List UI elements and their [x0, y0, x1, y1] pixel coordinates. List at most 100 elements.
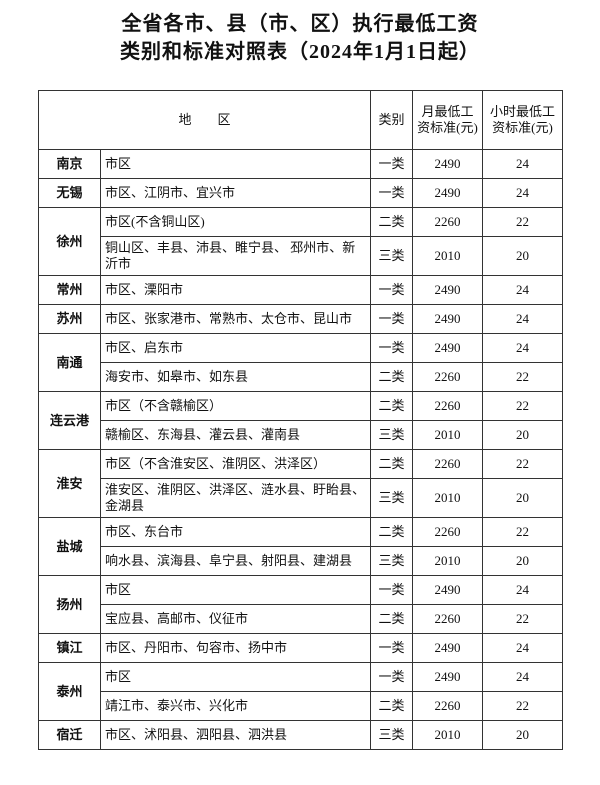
hourly-wage: 20: [482, 420, 564, 450]
city: 连云港: [38, 391, 101, 450]
page: 全省各市、县（市、区）执行最低工资 类别和标准对照表（2024年1月1日起） 地…: [0, 10, 600, 785]
region: 市区、江阴市、宜兴市: [99, 178, 372, 208]
monthly-wage: 2010: [412, 546, 484, 576]
title-line: 类别和标准对照表（2024年1月1日起）: [120, 41, 480, 63]
monthly-wage: 2490: [412, 575, 484, 605]
table-header: 地 区 类别 月最低工资标准(元) 小时最低工资标准(元): [37, 90, 564, 150]
table-row: 常州 市区、溧阳市 一类 2490 24: [38, 275, 564, 305]
region: 宝应县、高邮市、仪征市: [99, 604, 372, 634]
hourly-wage: 24: [482, 178, 564, 208]
table-row: 盐城 市区、东台市 二类 2260 22: [38, 517, 564, 576]
city: 宿迁: [38, 720, 101, 750]
region: 市区、溧阳市: [99, 275, 372, 305]
monthly-wage: 2010: [412, 236, 484, 276]
table-row: 宝应县、高邮市、仪征市 二类 2260 22: [39, 604, 564, 634]
table-row: 铜山区、丰县、沛县、睢宁县、 邳州市、新沂市 三类 2010 20: [39, 236, 564, 276]
region: 海安市、如皋市、如东县: [99, 362, 372, 392]
header-cell: 小时最低工资标准(元): [482, 90, 564, 150]
hourly-wage: 24: [482, 575, 564, 605]
category: 二类: [370, 449, 414, 479]
monthly-wage: 2260: [412, 449, 484, 479]
hourly-wage: 22: [482, 391, 564, 421]
category: 二类: [370, 391, 414, 421]
table-row: 淮安区、淮阴区、洪泽区、涟水县、盱眙县、金湖县 三类 2010 20: [39, 478, 564, 518]
hourly-wage: 20: [482, 546, 564, 576]
category: 二类: [370, 517, 414, 547]
monthly-wage: 2490: [412, 304, 484, 334]
city: 扬州: [38, 575, 101, 634]
hourly-wage: 22: [482, 362, 564, 392]
table-row: 淮安 市区（不含淮安区、淮阴区、洪泽区） 二类 2260 22: [38, 449, 564, 518]
city: 盐城: [38, 517, 101, 576]
category: 一类: [370, 333, 414, 363]
region: 市区: [99, 575, 372, 605]
table-row: 南京 市区 一类 2490 24: [38, 149, 564, 179]
hourly-wage: 20: [482, 236, 564, 276]
category: 三类: [370, 546, 414, 576]
hourly-wage: 22: [482, 517, 564, 547]
monthly-wage: 2260: [412, 604, 484, 634]
city: 无锡: [38, 178, 101, 208]
category: 三类: [370, 236, 414, 276]
table-row: 无锡 市区、江阴市、宜兴市 一类 2490 24: [38, 178, 564, 208]
region: 市区(不含铜山区): [99, 207, 372, 237]
region: 响水县、滨海县、阜宁县、射阳县、建湖县: [99, 546, 372, 576]
category: 一类: [370, 149, 414, 179]
monthly-wage: 2260: [412, 691, 484, 721]
monthly-wage: 2260: [412, 362, 484, 392]
table-row: 徐州 市区(不含铜山区) 二类 2260 22: [38, 207, 564, 276]
hourly-wage: 24: [482, 662, 564, 692]
hourly-wage: 24: [482, 304, 564, 334]
table-row: 苏州 市区、张家港市、常熟市、太仓市、昆山市 一类 2490 24: [38, 304, 564, 334]
table-row: 海安市、如皋市、如东县 二类 2260 22: [39, 362, 564, 392]
region: 市区、启东市: [99, 333, 372, 363]
hourly-wage: 22: [482, 207, 564, 237]
hourly-wage: 20: [482, 720, 564, 750]
city: 淮安: [38, 449, 101, 518]
monthly-wage: 2010: [412, 720, 484, 750]
table-row: 扬州 市区 一类 2490 24: [38, 575, 564, 634]
category: 二类: [370, 362, 414, 392]
region: 铜山区、丰县、沛县、睢宁县、 邳州市、新沂市: [99, 236, 372, 276]
table-row: 响水县、滨海县、阜宁县、射阳县、建湖县 三类 2010 20: [39, 546, 564, 576]
category: 三类: [370, 478, 414, 518]
region: 市区、丹阳市、句容市、扬中市: [99, 633, 372, 663]
city: 徐州: [38, 207, 101, 276]
monthly-wage: 2490: [412, 149, 484, 179]
region: 市区、张家港市、常熟市、太仓市、昆山市: [99, 304, 372, 334]
hourly-wage: 20: [482, 478, 564, 518]
region: 市区、沭阳县、泗阳县、泗洪县: [99, 720, 372, 750]
category: 一类: [370, 178, 414, 208]
region: 市区: [99, 662, 372, 692]
hourly-wage: 22: [482, 691, 564, 721]
table-row: 南通 市区、启东市 一类 2490 24: [38, 333, 564, 392]
title: 全省各市、县（市、区）执行最低工资 类别和标准对照表（2024年1月1日起）: [0, 10, 600, 66]
region: 市区: [99, 149, 372, 179]
table-row: 宿迁 市区、沭阳县、泗阳县、泗洪县 三类 2010 20: [38, 720, 564, 750]
category: 二类: [370, 207, 414, 237]
header-cell: 类别: [370, 90, 414, 150]
monthly-wage: 2260: [412, 207, 484, 237]
wage-table: 地 区 类别 月最低工资标准(元) 小时最低工资标准(元) 南京 市区 一类 2490…: [37, 90, 564, 750]
table-row: 镇江 市区、丹阳市、句容市、扬中市 一类 2490 24: [38, 633, 564, 663]
table-row: 赣榆区、东海县、灌云县、灌南县 三类 2010 20: [39, 420, 564, 450]
category: 三类: [370, 420, 414, 450]
monthly-wage: 2260: [412, 517, 484, 547]
monthly-wage: 2490: [412, 333, 484, 363]
table-body: 南京 市区 一类 2490 24 无锡 市区、江阴市、宜兴市 一类 2490 24 徐州 市区(不含铜…: [38, 149, 564, 750]
hourly-wage: 24: [482, 275, 564, 305]
city: 苏州: [38, 304, 101, 334]
category: 三类: [370, 720, 414, 750]
hourly-wage: 24: [482, 633, 564, 663]
city: 镇江: [38, 633, 101, 663]
monthly-wage: 2490: [412, 662, 484, 692]
monthly-wage: 2490: [412, 275, 484, 305]
header-row: 地 区 类别 月最低工资标准(元) 小时最低工资标准(元): [37, 90, 564, 150]
category: 一类: [370, 275, 414, 305]
category: 二类: [370, 604, 414, 634]
category: 一类: [370, 633, 414, 663]
table-row: 泰州 市区 一类 2490 24: [38, 662, 564, 721]
monthly-wage: 2490: [412, 178, 484, 208]
hourly-wage: 22: [482, 604, 564, 634]
monthly-wage: 2010: [412, 478, 484, 518]
